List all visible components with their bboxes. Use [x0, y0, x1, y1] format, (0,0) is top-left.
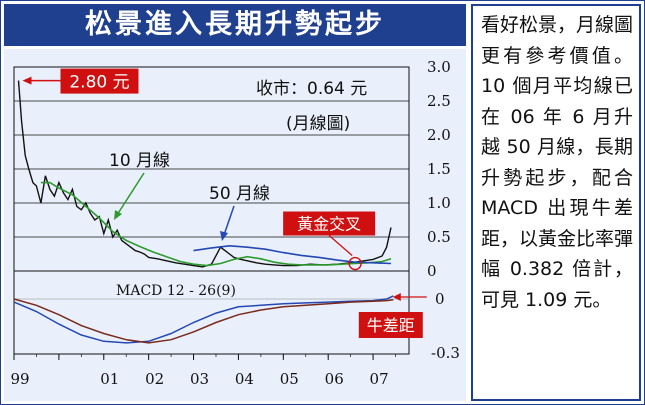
y-tick-label: 3.0: [427, 58, 451, 76]
ma50-label: 50 月線: [209, 184, 270, 204]
ma50-arrowhead: [220, 231, 228, 241]
x-tick-label: 05: [280, 370, 299, 388]
commentary-text: 看好松景，月線圖更有參考價值。10 個月平均線已在 06 年 6 月升越 50 …: [481, 14, 634, 311]
bull-divergence-box: [358, 312, 423, 338]
macd-title: MACD 12 - 26(9): [116, 283, 236, 299]
x-tick-label: 06: [325, 370, 344, 388]
x-tick-label: 03: [190, 370, 209, 388]
y-tick-label: 2.5: [427, 92, 451, 110]
high-callout-label: 2.80 元: [69, 73, 129, 93]
y-tick-label: 0: [427, 262, 437, 280]
series-line-ma50: [193, 244, 392, 265]
page-title: 松景進入長期升勢起步: [85, 9, 385, 40]
x-tick-label: 07: [370, 370, 389, 388]
golden-cross-box: [283, 211, 376, 236]
series-line-price: [17, 80, 392, 268]
bull-divergence-label: 牛差距: [367, 316, 415, 335]
series-line-ma10: [40, 181, 392, 267]
golden-cross-circle: [348, 256, 362, 271]
series-line-macd_fast: [13, 295, 394, 344]
commentary-panel: 看好松景，月線圖更有參考價值。10 個月平均線已在 06 年 6 月升越 50 …: [471, 4, 641, 401]
y-tick-label: 2.0: [427, 126, 451, 144]
high-callout-box: [60, 68, 139, 94]
x-tick-label: 99: [10, 370, 29, 388]
macd-y-tick-label: 0: [435, 290, 445, 308]
close-price-label: 收市：0.64 元: [256, 79, 367, 99]
y-tick-label: 0.5: [427, 228, 451, 246]
x-tick-label: 01: [100, 370, 119, 388]
title-bar: 松景進入長期升勢起步: [4, 4, 466, 46]
price-chart: 3.0 2.5 2.0 1.5 1.0 0.5 0 0 -0.3 99 01 02 03 04 05 06 07…: [10, 58, 460, 388]
chart-panel: 3.0 2.5 2.0 1.5 1.0 0.5 0 0 -0.3 99 01 02 03 04 05 06 07…: [4, 49, 466, 401]
golden-cross-arrow-line: [328, 235, 353, 257]
x-tick-label: 04: [235, 370, 254, 388]
y-tick-label: 1.0: [427, 194, 451, 212]
macd-y-tick-label: -0.3: [431, 344, 460, 362]
ma10-arrow-line: [116, 172, 145, 216]
golden-cross-label: 黃金交叉: [297, 215, 361, 234]
x-tick-label: 02: [145, 370, 164, 388]
series-line-macd_slow: [13, 298, 394, 344]
high-callout-arrowhead: [22, 76, 32, 85]
y-tick-label: 1.5: [427, 160, 451, 178]
chart-subtitle: (月線圖): [286, 114, 350, 134]
ma10-label: 10 月線: [109, 151, 170, 171]
ma50-arrow-line: [223, 205, 235, 236]
bull-divergence-arrowhead: [392, 293, 401, 301]
ma10-arrowhead: [114, 210, 122, 220]
